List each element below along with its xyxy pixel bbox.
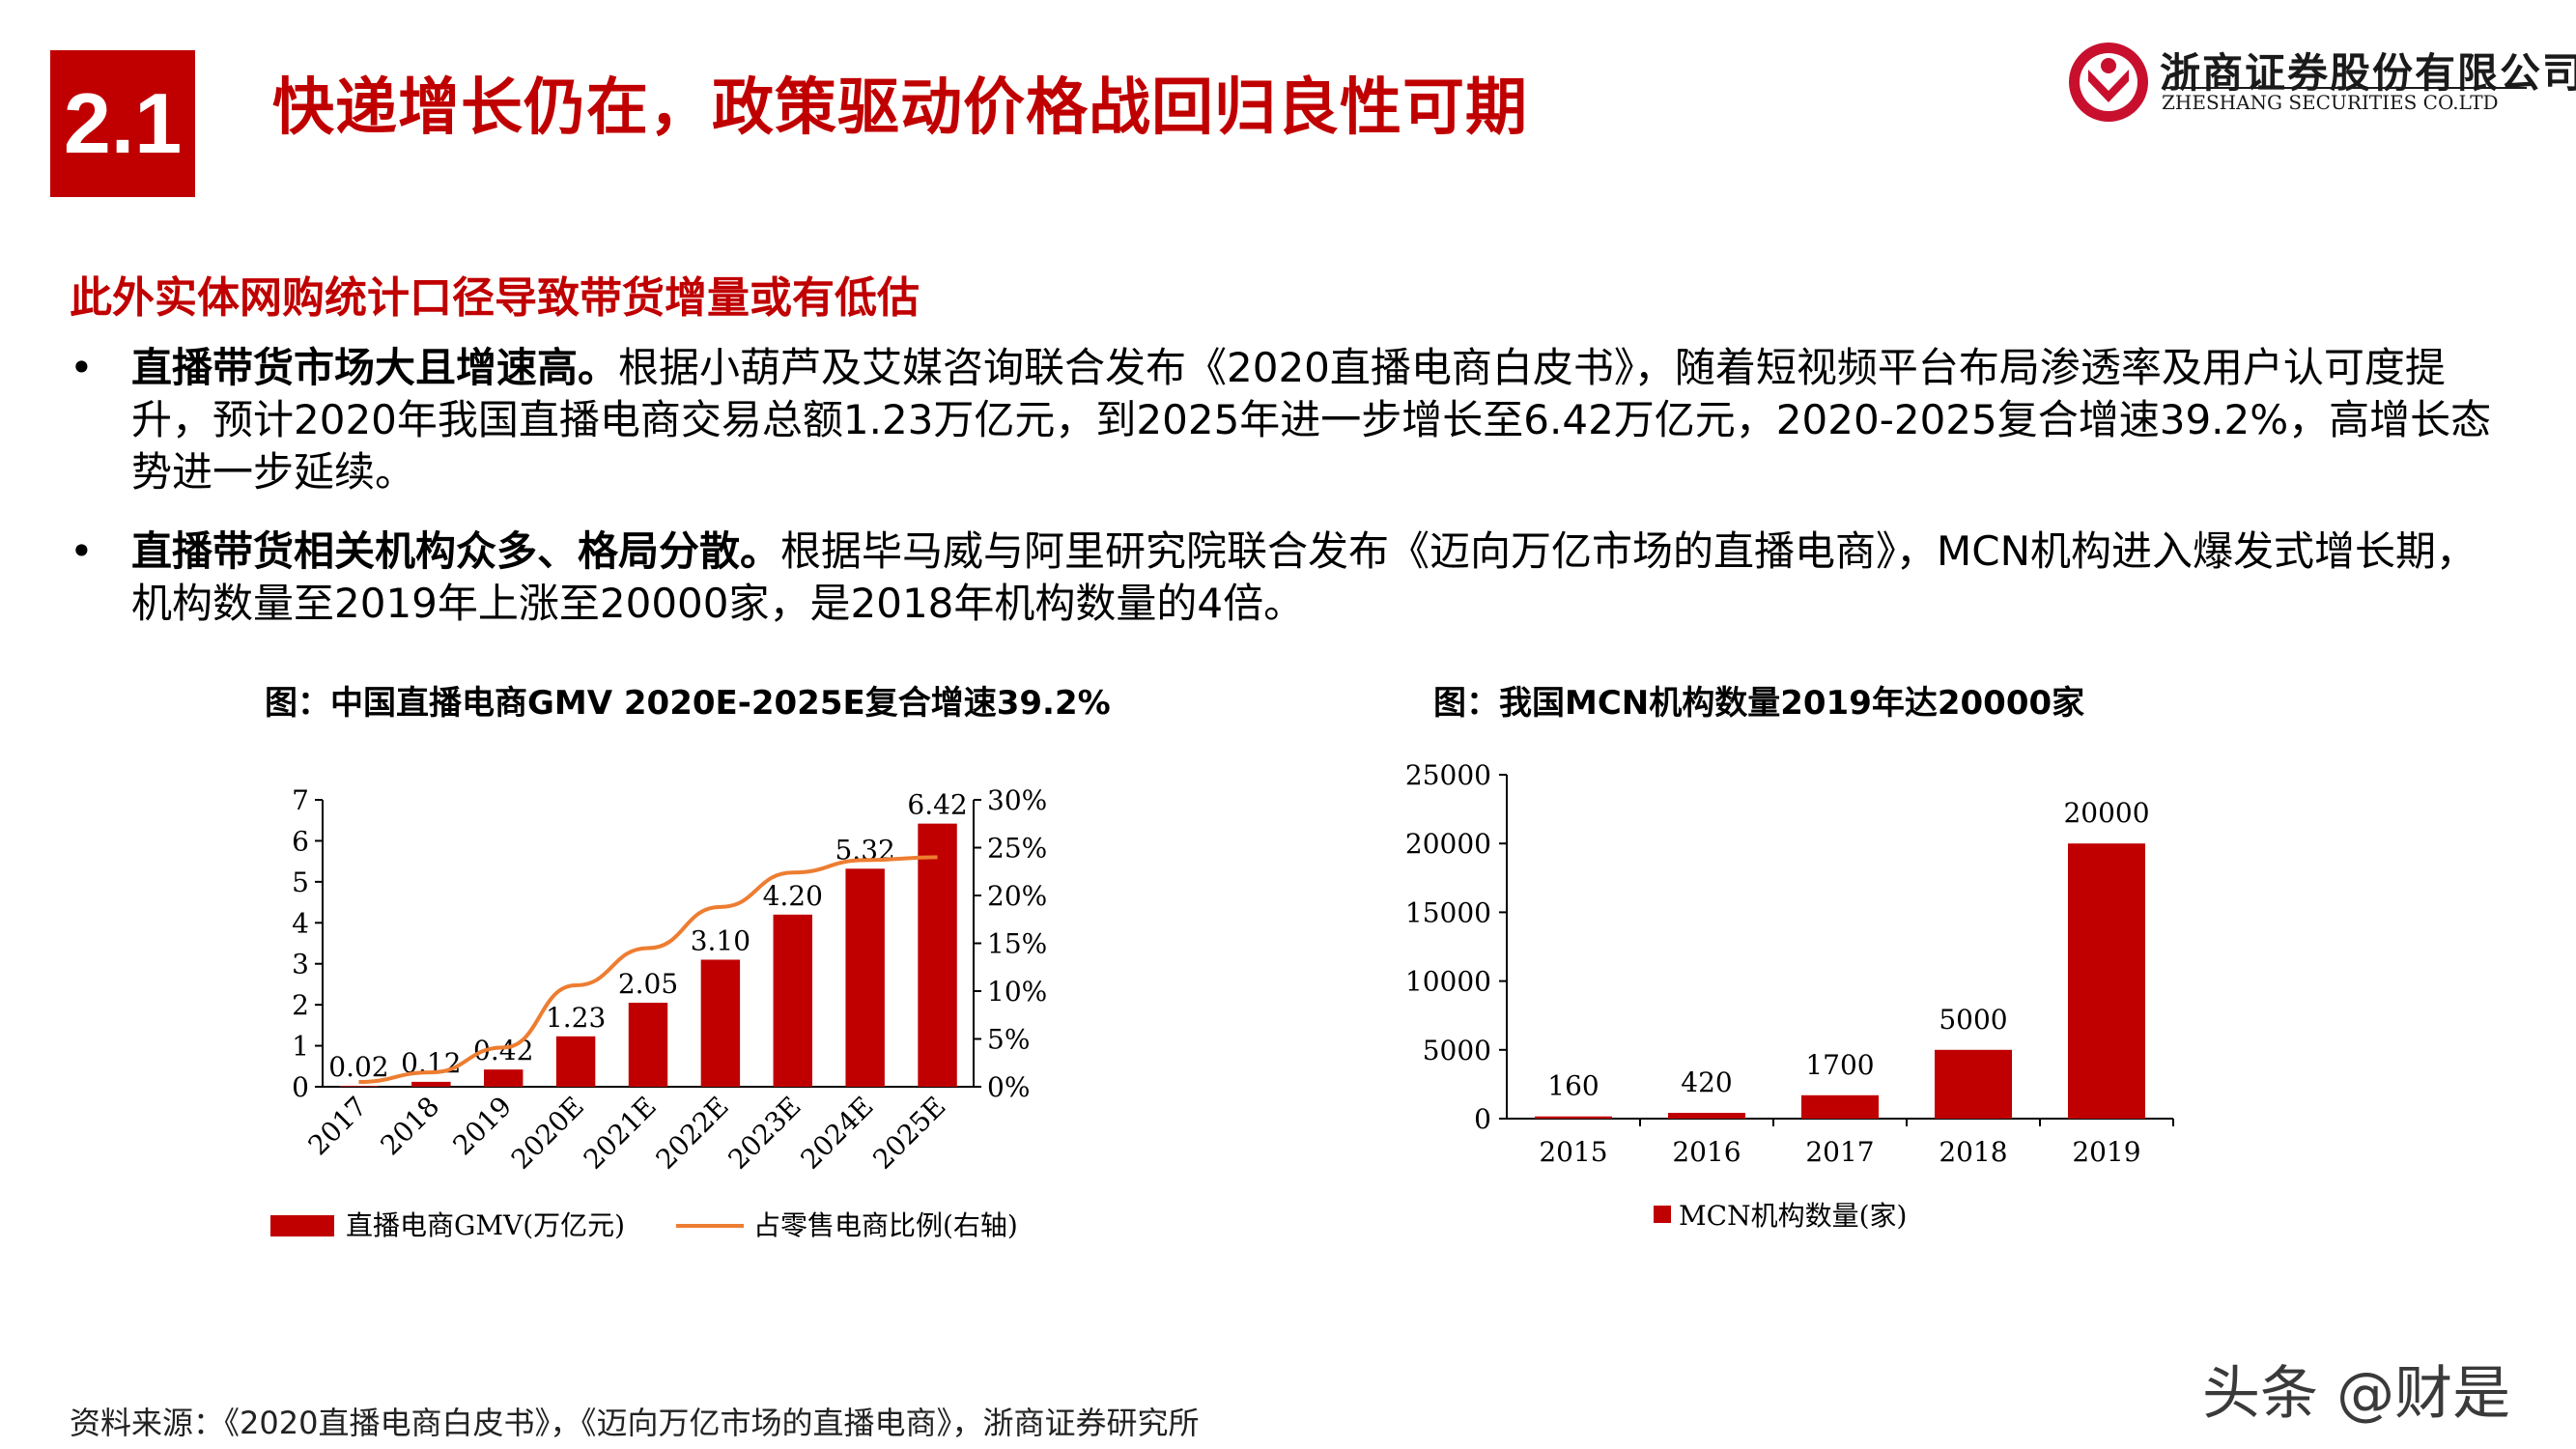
- y-tick-label: 5: [292, 867, 309, 898]
- y-tick-label: 5000: [1423, 1035, 1491, 1066]
- y-tick-label: 6: [292, 825, 309, 857]
- x-tick-label: 2023E: [722, 1091, 807, 1176]
- x-tick-label: 2017: [302, 1091, 374, 1162]
- share-line: [358, 855, 938, 1085]
- gmv-bar: [411, 1081, 451, 1087]
- y-tick-label: 0: [1474, 1103, 1491, 1135]
- gmv-chart-title: 图：中国直播电商GMV 2020E-2025E复合增速39.2%: [265, 684, 1111, 723]
- y-tick-label: 25000: [1405, 759, 1491, 791]
- y-tick-label: 1: [292, 1031, 309, 1063]
- gmv-bar: [484, 1069, 524, 1087]
- gmv-data-label: 1.23: [546, 1002, 606, 1034]
- mcn-chart: 0 5000 10000 15000 20000 25000 160 420 1700 5000 2…: [1405, 759, 2174, 1232]
- gmv-bar: [773, 914, 812, 1087]
- mcn-data-label: 1700: [1805, 1049, 1874, 1081]
- x-tick-label: 2020E: [505, 1091, 590, 1176]
- x-tick-label: 2021E: [578, 1091, 663, 1176]
- logo-divider: [2162, 87, 2527, 89]
- x-tick-label: 2018: [1939, 1136, 2007, 1168]
- y-tick-label: 10000: [1405, 966, 1491, 998]
- bullet-item: • 直播带货市场大且增速高。根据小葫芦及艾媒咨询联合发布《2020直播电商白皮书…: [70, 342, 2504, 498]
- mcn-data-label: 20000: [2063, 797, 2149, 829]
- y2-tick-label: 10%: [987, 976, 1047, 1008]
- gmv-data-label: 2.05: [618, 968, 678, 1000]
- x-tick-label: 2019: [2072, 1136, 2140, 1168]
- legend-label: MCN机构数量(家): [1679, 1200, 1907, 1232]
- bullet-dot: •: [70, 344, 94, 391]
- y2-tick-label: 30%: [987, 784, 1047, 816]
- y-tick-label: 7: [292, 784, 309, 816]
- mcn-data-label: 160: [1547, 1070, 1599, 1102]
- y2-tick-label: 0%: [987, 1071, 1030, 1103]
- zheshang-logo-icon: [2069, 43, 2148, 122]
- source-note: 资料来源：《2020直播电商白皮书》，《迈向万亿市场的直播电商》，浙商证券研究所: [70, 1405, 1200, 1441]
- legend-bar-swatch: [270, 1215, 334, 1236]
- legend-swatch: [1654, 1206, 1671, 1223]
- gmv-data-label: 0.02: [328, 1051, 388, 1083]
- mcn-bar: [2067, 843, 2146, 1119]
- gmv-bar: [700, 959, 741, 1087]
- gmv-bar: [555, 1036, 596, 1087]
- legend-line-label: 占零售电商比例(右轴): [753, 1209, 1018, 1241]
- x-tick-label: 2018: [375, 1091, 446, 1162]
- gmv-data-label: 3.10: [691, 924, 750, 956]
- y2-tick-label: 15%: [987, 928, 1047, 960]
- section-number-badge: 2.1: [50, 50, 195, 197]
- mcn-bar: [1667, 1113, 1746, 1119]
- bullet-lead: 直播带货市场大且增速高。: [131, 344, 619, 391]
- gmv-bar: [845, 868, 885, 1087]
- y2-tick-label: 25%: [987, 833, 1047, 865]
- mcn-bar: [1934, 1049, 2013, 1119]
- gmv-data-label: 4.20: [763, 880, 823, 912]
- x-tick-label: 2017: [1805, 1136, 1874, 1168]
- x-tick-label: 2024E: [794, 1091, 879, 1176]
- mcn-chart-title: 图：我国MCN机构数量2019年达20000家: [1433, 684, 2085, 723]
- x-tick-label: 2015: [1539, 1136, 1607, 1168]
- bullet-lead: 直播带货相关机构众多、格局分散。: [131, 527, 781, 575]
- x-tick-label: 2016: [1672, 1136, 1741, 1168]
- logo-company-name-en: ZHESHANG SECURITIES CO.LTD: [2162, 91, 2499, 114]
- legend-bar-label: 直播电商GMV(万亿元): [346, 1209, 625, 1241]
- mcn-data-label: 5000: [1939, 1004, 2007, 1036]
- mcn-bar: [1534, 1116, 1613, 1119]
- y-tick-label: 20000: [1405, 828, 1491, 860]
- section-subheading: 此外实体网购统计口径导致带货增量或有低估: [70, 273, 920, 323]
- y-tick-label: 3: [292, 949, 309, 980]
- bullet-dot: •: [70, 527, 94, 575]
- gmv-bar: [628, 1003, 668, 1087]
- y-tick-label: 15000: [1405, 896, 1491, 928]
- mcn-data-label: 420: [1681, 1066, 1732, 1098]
- bullet-body: 根据小葫芦及艾媒咨询联合发布《2020直播电商白皮书》，随着短视频平台布局渗透率…: [131, 344, 2492, 496]
- gmv-bar: [918, 823, 957, 1087]
- y-tick-label: 4: [292, 907, 309, 939]
- y2-tick-label: 20%: [987, 880, 1047, 912]
- company-logo: 浙商证券股份有限公司 ZHESHANG SECURITIES CO.LTD: [2067, 37, 2576, 124]
- bullet-body: 根据毕马威与阿里研究院联合发布《迈向万亿市场的直播电商》，MCN机构进入爆发式增…: [131, 527, 2477, 627]
- x-tick-label: 2022E: [650, 1091, 735, 1176]
- x-tick-label: 2025E: [866, 1091, 951, 1176]
- y2-tick-label: 5%: [987, 1024, 1030, 1056]
- page-title: 快递增长仍在，政策驱动价格战回归良性可期: [272, 72, 1528, 144]
- gmv-bar: [339, 1086, 379, 1087]
- y-tick-label: 2: [292, 989, 309, 1021]
- mcn-bar: [1800, 1094, 1880, 1119]
- watermark: 头条 @财是: [2202, 1360, 2511, 1428]
- bullet-item: • 直播带货相关机构众多、格局分散。根据毕马威与阿里研究院联合发布《迈向万亿市场…: [70, 526, 2504, 630]
- gmv-data-label: 6.42: [907, 789, 967, 821]
- y-tick-label: 0: [292, 1071, 309, 1103]
